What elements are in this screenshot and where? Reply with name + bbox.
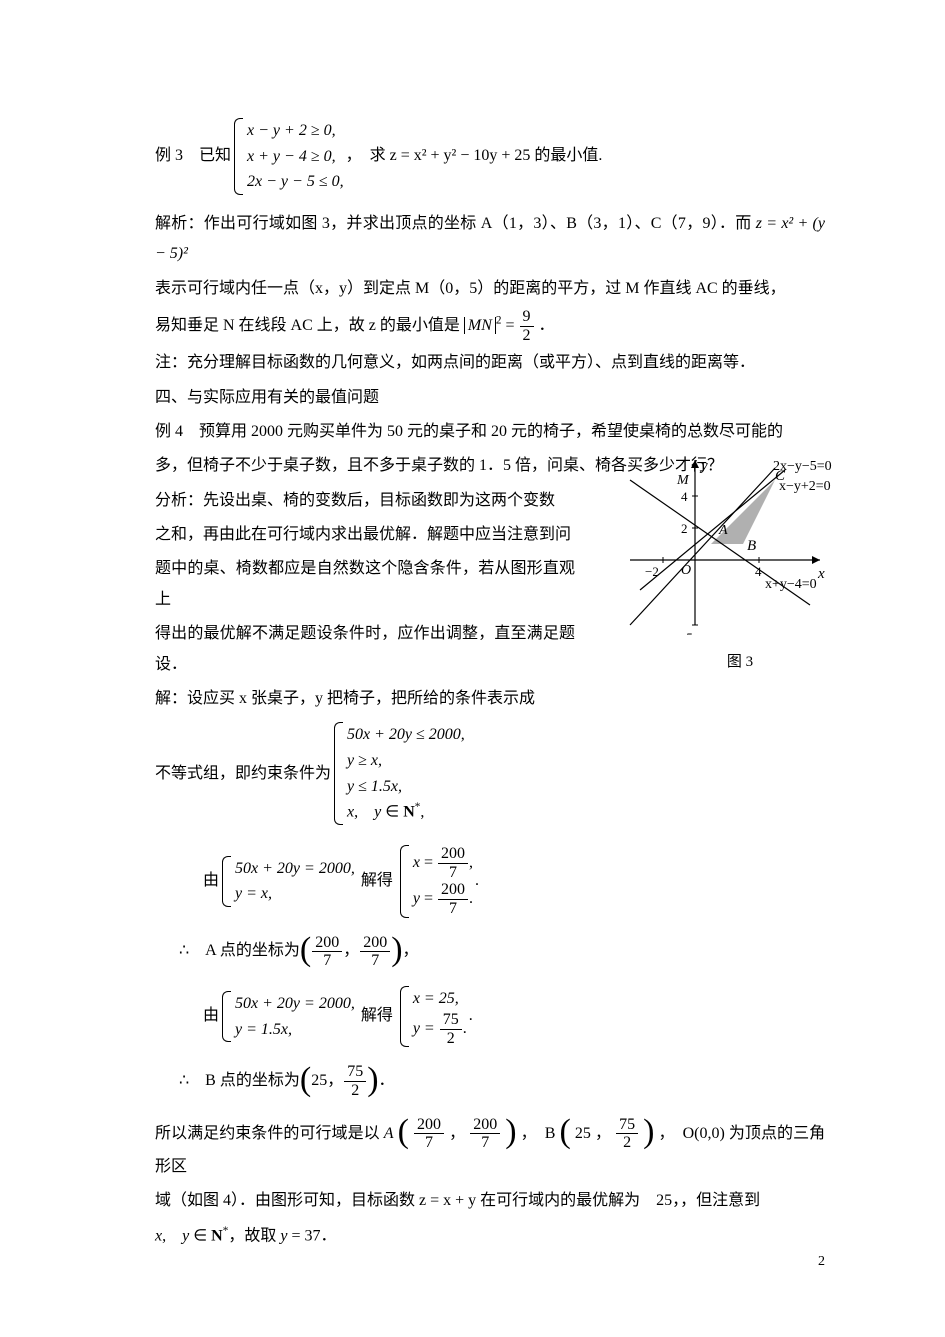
constraint-brace: 50x + 20y ≤ 2000, y ≥ x, y ≤ 1.5x, x, y … (333, 722, 465, 825)
page-number: 2 (818, 1249, 825, 1276)
abs-mn: MN (464, 317, 496, 335)
svg-text:B: B (747, 538, 756, 554)
figure-3-svg: y x O C A B M 2x−y−5=0 x−y+2=0 x+y−4=0 4… (625, 450, 855, 635)
example-3-tail: ， 求 z = x² + y² − 10y + 25 的最小值. (346, 141, 603, 171)
note-line: 注：充分理解目标函数的几何意义，如两点间的距离（或平方）、点到直线的距离等． (155, 348, 825, 378)
svg-text:4: 4 (681, 489, 688, 504)
final-line-3: x, y ∈ N*，故取 y = 37． (155, 1221, 825, 1252)
svg-text:x+y−4=0: x+y−4=0 (765, 577, 817, 592)
final-line-2: 域（如图 4）．由图形可知，目标函数 z = x + y 在可行域内的最优解为 … (155, 1186, 825, 1216)
svg-text:y: y (699, 458, 708, 474)
svg-text:−2: −2 (645, 564, 659, 579)
figure-3: y x O C A B M 2x−y−5=0 x−y+2=0 x+y−4=0 4… (625, 450, 855, 677)
svg-text:O: O (681, 563, 691, 578)
point-a-line: ∴ A 点的坐标为 ( 2007 ， 2007 ) ， (155, 934, 825, 970)
final-line-1: 所以满足约束条件的可行域是以 A ( 2007 ， 2007 ) ， B ( 2… (155, 1116, 825, 1183)
svg-text:M: M (676, 473, 690, 488)
svg-text:−5: −5 (679, 630, 693, 635)
solve-step-2: 由 50x + 20y = 2000, y = 1.5x, 解得 x = 25,… (155, 984, 825, 1050)
section-4-heading: 四、与实际应用有关的最值问题 (155, 383, 825, 413)
analysis-3-line-2: 表示可行域内任一点（x，y）到定点 M（0，5）的距离的平方，过 M 作直线 A… (155, 274, 825, 304)
example-3-statement: 例 3 已知 x − y + 2 ≥ 0, x + y − 4 ≥ 0, 2x … (155, 116, 825, 197)
solve-step-1: 由 50x + 20y = 2000, y = x, 解得 x = 2007, … (155, 843, 825, 919)
svg-text:2x−y−5=0: 2x−y−5=0 (773, 459, 832, 474)
svg-text:A: A (718, 523, 728, 538)
example-3-label: 例 3 已知 (155, 141, 231, 171)
svg-text:x−y+2=0: x−y+2=0 (779, 479, 831, 494)
svg-text:2: 2 (681, 521, 688, 536)
constraint-system: 不等式组，即约束条件为 50x + 20y ≤ 2000, y ≥ x, y ≤… (155, 720, 825, 827)
figure-3-caption: 图 3 (625, 648, 855, 677)
analysis-3-line-1: 解析：作出可行域如图 3，并求出顶点的坐标 A（1，3）、B（3，1）、C（7，… (155, 209, 825, 270)
svg-text:4: 4 (755, 564, 762, 579)
svg-text:x: x (817, 566, 825, 582)
frac-9-2: 9 2 (520, 308, 534, 344)
point-b-line: ∴ B 点的坐标为 ( 25 ， 752 ) ． (155, 1063, 825, 1099)
example-4-analysis-block: 分析：先设出桌、椅的变数后，目标函数即为这两个变数 之和，再由此在可行域内求出最… (155, 486, 575, 715)
example-3-system: x − y + 2 ≥ 0, x + y − 4 ≥ 0, 2x − y − 5… (233, 118, 344, 195)
example-4-line-1: 例 4 预算用 2000 元购买单件为 50 元的桌子和 20 元的椅子，希望使… (155, 417, 825, 447)
analysis-3-line-3: 易知垂足 N 在线段 AC 上，故 z 的最小值是 MN2 = 9 2 ． (155, 308, 825, 344)
